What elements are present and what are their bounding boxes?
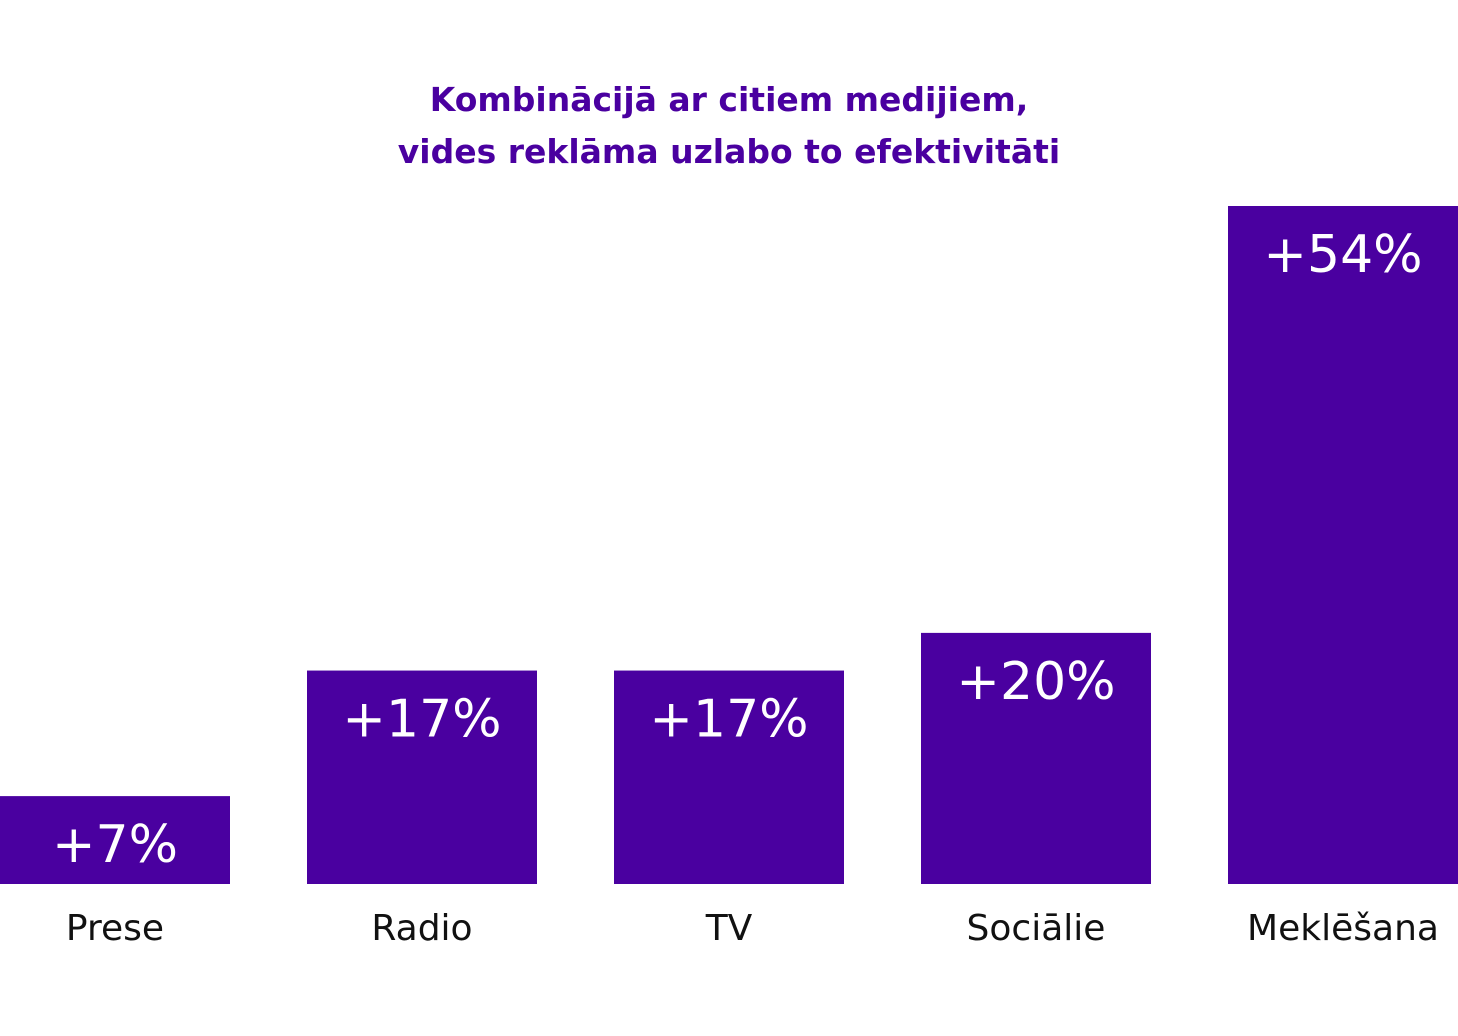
category-label-prese: Prese — [66, 908, 164, 949]
bar-prese — [0, 796, 230, 884]
category-label-socialie: Sociālie — [967, 908, 1106, 949]
chart-title: Kombinācijā ar citiem medijiem, vides re… — [0, 74, 1458, 178]
value-label-socialie: +20% — [956, 652, 1115, 712]
chart-title-line-2: vides reklāma uzlabo to efektivitāti — [397, 132, 1061, 171]
value-label-meklesana: +54% — [1263, 225, 1422, 285]
value-label-radio: +17% — [342, 690, 501, 750]
value-label-prese: +7% — [52, 815, 178, 875]
category-label-meklesana: Meklēšana — [1247, 908, 1439, 949]
bar-meklesana — [1228, 206, 1458, 884]
value-label-tv: +17% — [649, 690, 808, 750]
chart-title-line-1: Kombinācijā ar citiem medijiem, — [429, 80, 1029, 119]
category-label-radio: Radio — [371, 908, 472, 949]
bar-tv — [614, 670, 844, 884]
category-label-tv: TV — [705, 908, 753, 949]
bar-radio — [307, 670, 537, 884]
bar-socialie — [921, 632, 1151, 884]
